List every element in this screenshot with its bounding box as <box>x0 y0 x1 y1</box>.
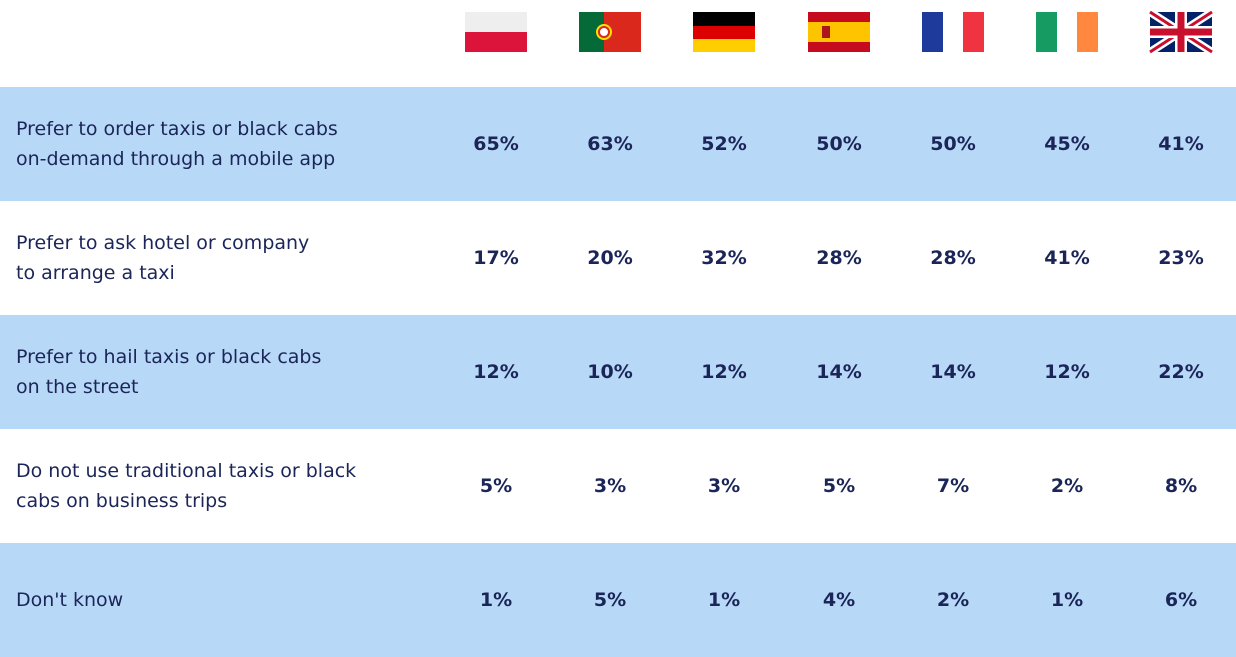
flag-portugal <box>579 12 641 52</box>
flag-poland <box>465 12 527 52</box>
value-cell: 50% <box>930 133 976 155</box>
value-cell: 2% <box>1050 475 1084 497</box>
table-row: Prefer to ask hotel or company to arrange… <box>0 201 1236 315</box>
value-cell: 22% <box>1158 361 1204 383</box>
label-line: to arrange a taxi <box>16 262 175 284</box>
value-cell: 41% <box>1044 247 1090 269</box>
label-line: cabs on business trips <box>16 490 228 512</box>
value-cell: 4% <box>822 589 856 611</box>
table-row: Prefer to order taxis or black cabs on-de… <box>0 87 1236 201</box>
value-cell: 12% <box>1044 361 1090 383</box>
label-line: on-demand through a mobile app <box>16 148 336 170</box>
value-cell: 28% <box>816 247 862 269</box>
value-cell: 5% <box>593 589 627 611</box>
value-cell: 12% <box>701 361 747 383</box>
value-cell: 50% <box>816 133 862 155</box>
label-line: Don't know <box>16 589 124 611</box>
flag-germany <box>693 12 755 52</box>
value-cell: 20% <box>587 247 633 269</box>
value-cell: 10% <box>587 361 633 383</box>
value-cell: 41% <box>1158 133 1204 155</box>
value-cell: 12% <box>473 361 519 383</box>
value-cell: 1% <box>707 589 741 611</box>
table-row: Prefer to hail taxis or black cabs on the… <box>0 315 1236 429</box>
value-cell: 3% <box>707 475 741 497</box>
row-label: Do not use traditional taxis or black cab… <box>16 429 356 543</box>
value-cell: 63% <box>587 133 633 155</box>
value-cell: 8% <box>1164 475 1198 497</box>
value-cell: 23% <box>1158 247 1204 269</box>
value-cell: 1% <box>479 589 513 611</box>
value-cell: 14% <box>816 361 862 383</box>
value-cell: 5% <box>479 475 513 497</box>
label-line: Prefer to hail taxis or black cabs <box>16 346 322 368</box>
label-line: on the street <box>16 376 139 398</box>
value-cell: 1% <box>1050 589 1084 611</box>
label-line: Prefer to ask hotel or company <box>16 232 310 254</box>
value-cell: 17% <box>473 247 519 269</box>
flag-spain <box>808 12 870 52</box>
table-row: Don't know 1% 5% 1% 4% 2% 1% 6% <box>0 543 1236 657</box>
row-label: Don't know <box>16 543 123 657</box>
value-cell: 6% <box>1164 589 1198 611</box>
value-cell: 28% <box>930 247 976 269</box>
value-cell: 65% <box>473 133 519 155</box>
table-row: Do not use traditional taxis or black cab… <box>0 429 1236 543</box>
flag-uk <box>1147 8 1215 56</box>
value-cell: 7% <box>936 475 970 497</box>
label-line: Prefer to order taxis or black cabs <box>16 118 338 140</box>
flag-header <box>465 8 1215 56</box>
flag-ireland <box>1036 12 1098 52</box>
value-cell: 14% <box>930 361 976 383</box>
value-cell: 2% <box>936 589 970 611</box>
flag-france <box>922 12 984 52</box>
value-cell: 52% <box>701 133 747 155</box>
label-line: Do not use traditional taxis or black <box>16 460 357 482</box>
value-cell: 5% <box>822 475 856 497</box>
value-cell: 3% <box>593 475 627 497</box>
row-label: Prefer to order taxis or black cabs on-de… <box>16 87 338 201</box>
value-cell: 32% <box>701 247 747 269</box>
row-label: Prefer to hail taxis or black cabs on the… <box>16 315 321 429</box>
row-label: Prefer to ask hotel or company to arrange… <box>16 201 309 315</box>
value-cell: 45% <box>1044 133 1090 155</box>
